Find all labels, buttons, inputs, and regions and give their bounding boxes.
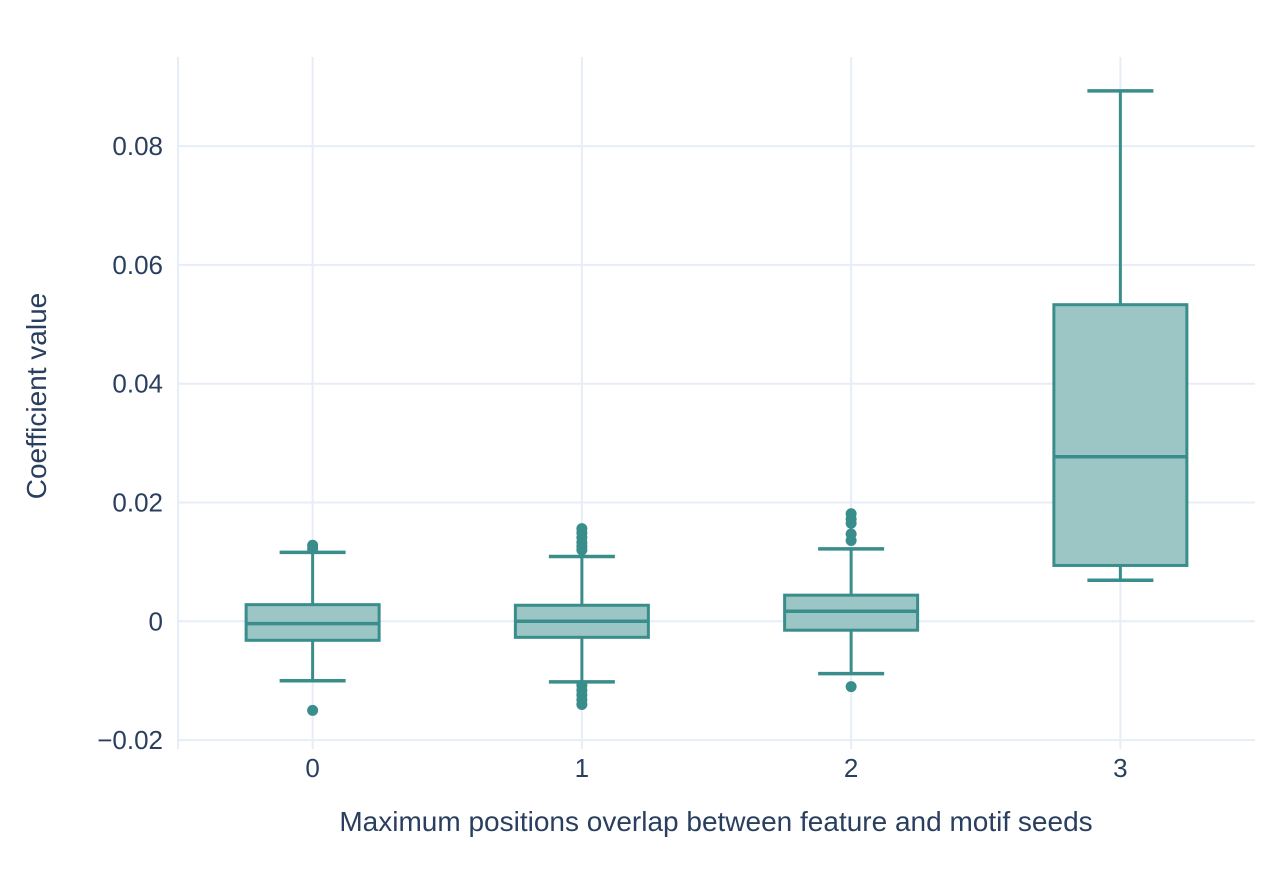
y-tick-label: 0.08	[112, 131, 163, 161]
x-tick-label: 3	[1113, 753, 1127, 783]
x-tick-label: 0	[305, 753, 319, 783]
box-group-1[interactable]	[513, 523, 650, 710]
outlier-point	[307, 704, 319, 716]
box-group-0[interactable]	[244, 539, 381, 716]
y-tick-label: 0	[149, 606, 163, 636]
outlier-point	[845, 528, 857, 540]
box-iqr	[1052, 303, 1189, 567]
box-group-2[interactable]	[783, 508, 920, 693]
outlier-point	[576, 523, 588, 535]
x-axis-title: Maximum positions overlap between featur…	[339, 806, 1093, 837]
y-tick-label: 0.02	[112, 487, 163, 517]
outlier-point	[576, 698, 588, 710]
y-tick-label: −0.02	[97, 725, 163, 755]
y-tick-label: 0.06	[112, 250, 163, 280]
y-tick-label: 0.04	[112, 369, 163, 399]
outlier-point	[307, 539, 319, 551]
outlier-point	[845, 508, 857, 520]
x-tick-label: 2	[844, 753, 858, 783]
box-group-3[interactable]	[1052, 89, 1189, 583]
outlier-point	[845, 681, 857, 693]
x-tick-label: 1	[575, 753, 589, 783]
y-axis-title: Coefficient value	[21, 292, 52, 500]
